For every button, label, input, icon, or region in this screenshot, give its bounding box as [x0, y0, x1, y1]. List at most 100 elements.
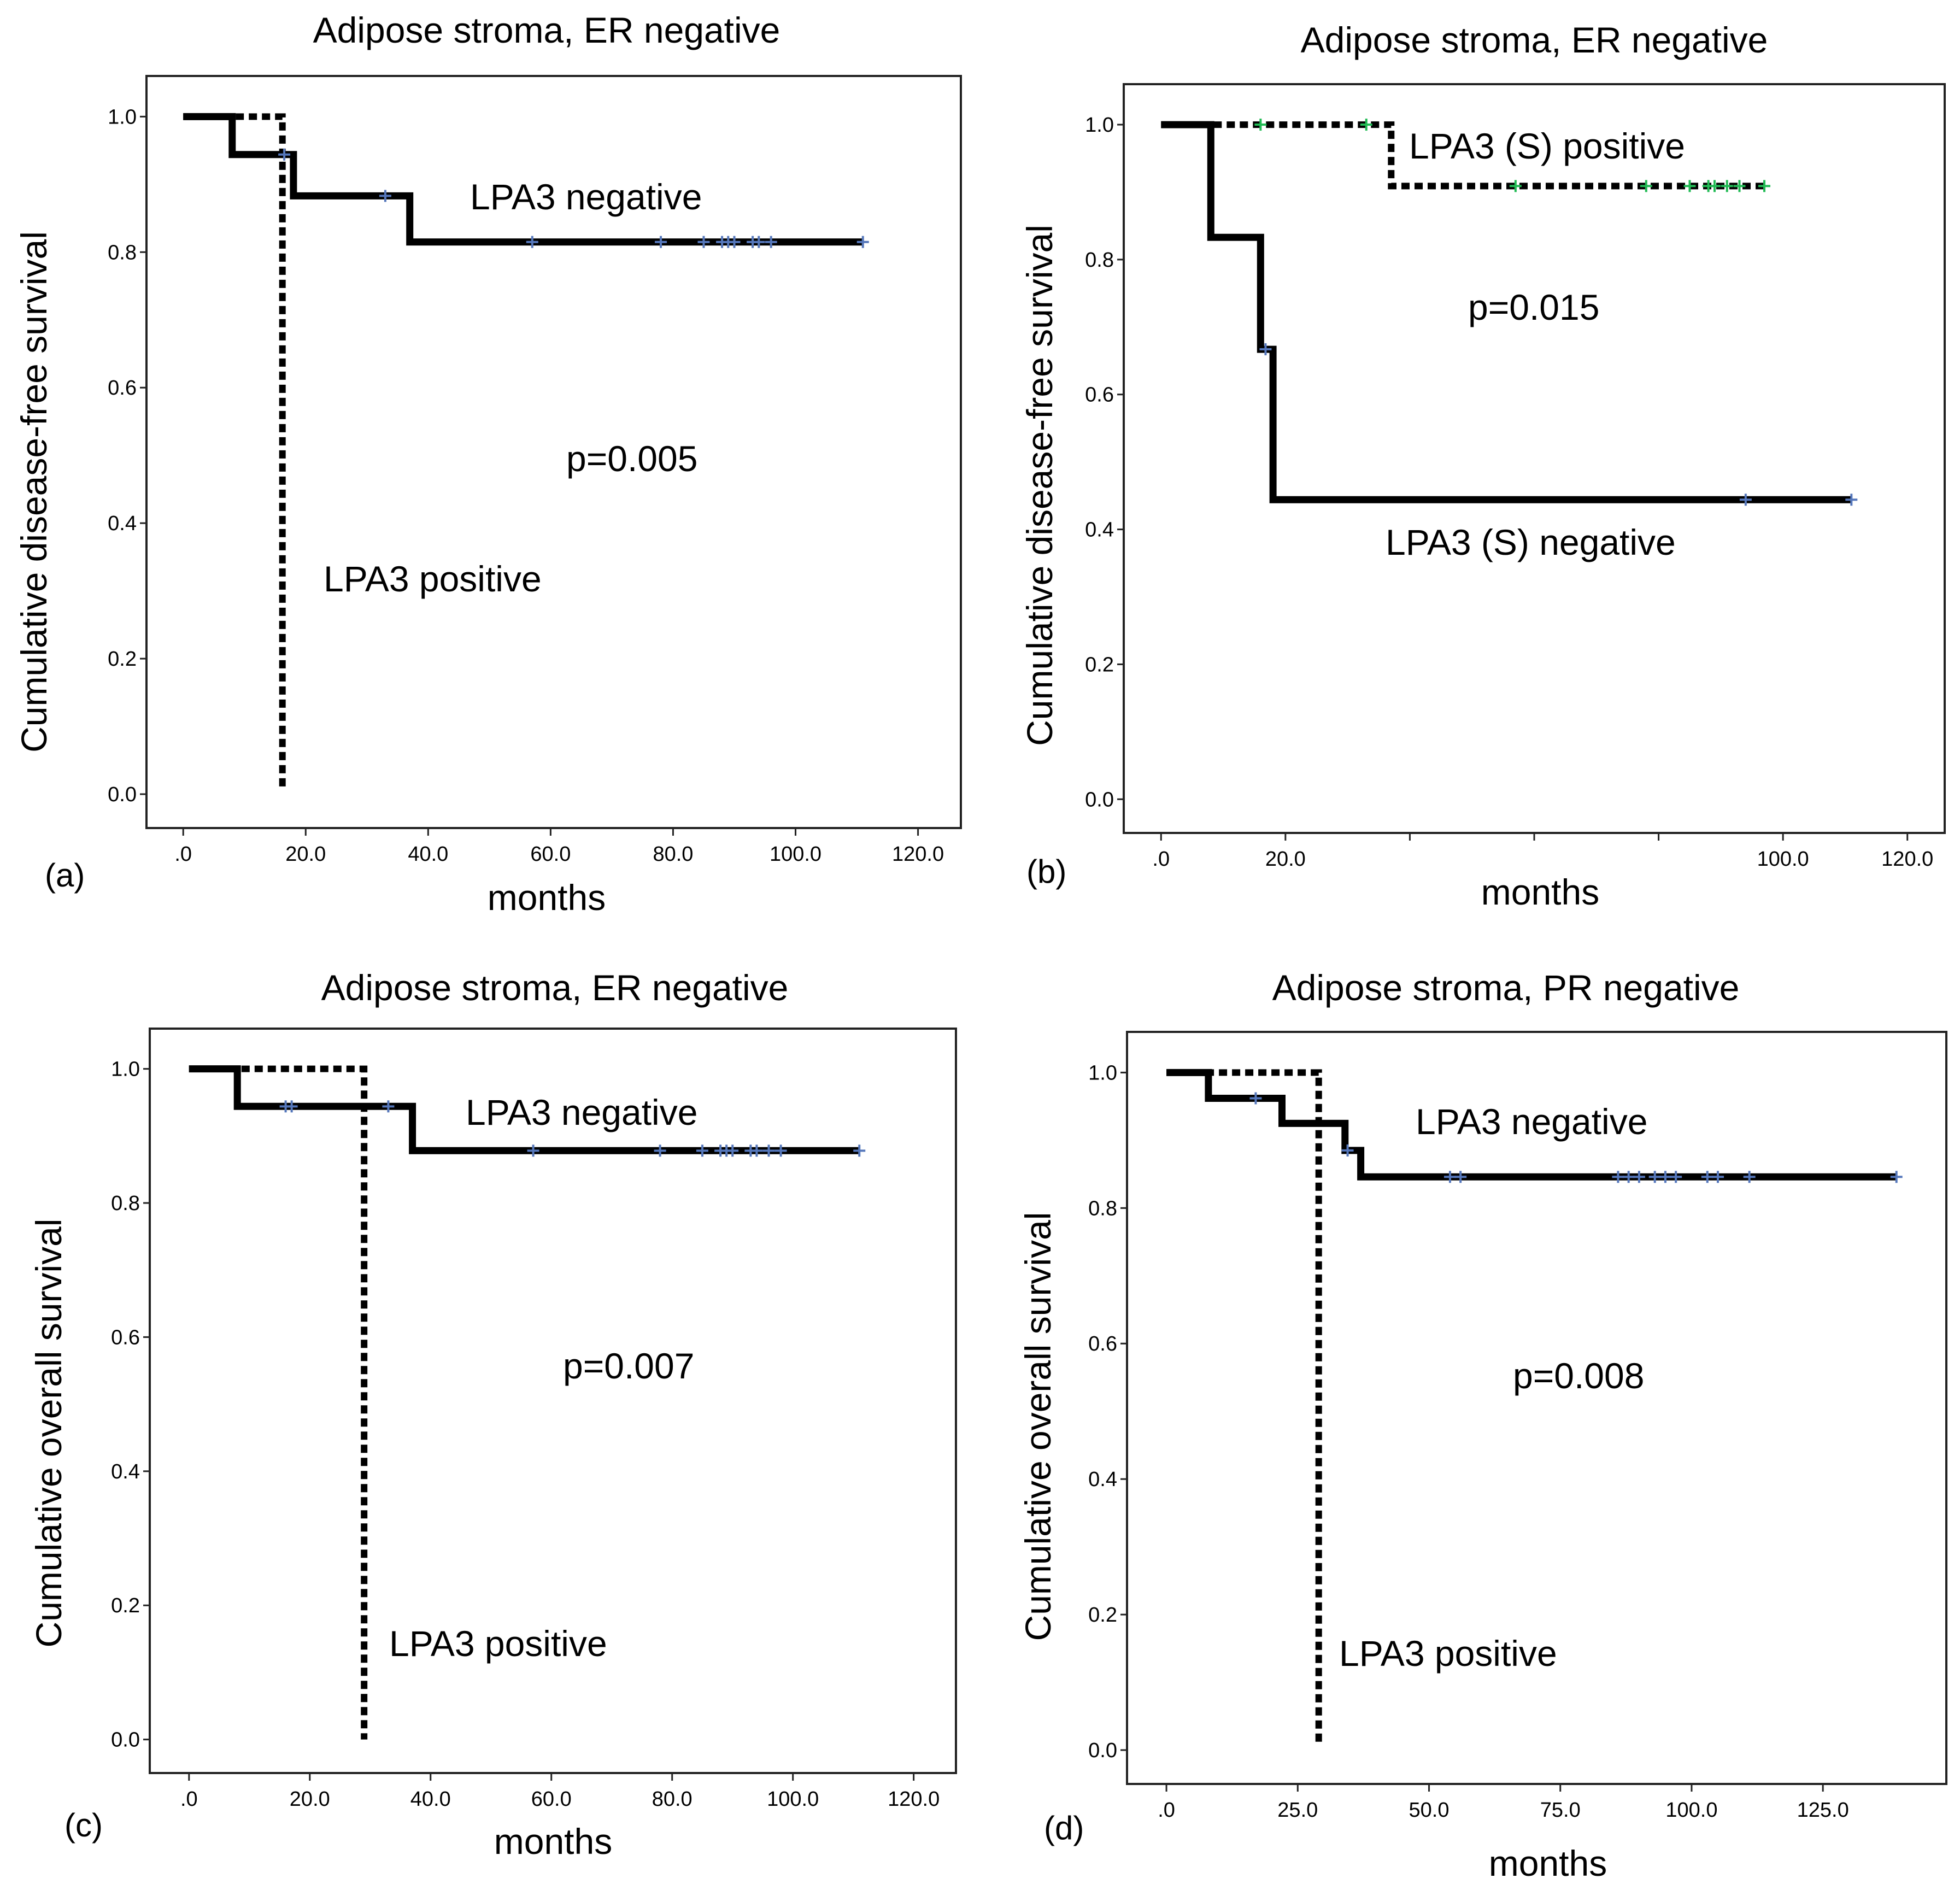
- series-label-lpa3-s-negative: LPA3 (S) negative: [1386, 522, 1676, 562]
- plot-frame: [149, 1028, 957, 1774]
- y-tick-label: 0.0: [1085, 788, 1114, 811]
- y-tick-label: 0.4: [1085, 519, 1114, 542]
- censor-layer: [279, 1100, 866, 1157]
- censor-mark: [697, 236, 710, 248]
- x-tick-label: 20.0: [1265, 848, 1306, 871]
- y-tick-label: 1.0: [111, 1058, 140, 1081]
- censor-layer: [1254, 119, 1858, 506]
- censor-mark: [655, 236, 667, 248]
- censor-mark: [750, 1144, 763, 1157]
- y-axis: 0.0 0.2 0.4 0.6 0.8 1.0: [108, 105, 146, 806]
- x-axis-label: months: [1481, 872, 1599, 912]
- censor-mark: [1454, 1171, 1467, 1183]
- panel-letter: (d): [1044, 1810, 1084, 1846]
- censor-mark: [1701, 1171, 1713, 1183]
- x-tick-label: 50.0: [1409, 1799, 1450, 1822]
- panel-b: Adipose stroma, ER negative 0.0 0.2 0.4 0.6…: [1019, 20, 1946, 912]
- series-layer: [1166, 1069, 1897, 1744]
- y-tick-label: 0.6: [1085, 384, 1114, 407]
- censor-mark: [1683, 180, 1696, 192]
- y-tick-label: 0.4: [1088, 1468, 1117, 1491]
- y-tick-label: 0.0: [111, 1729, 140, 1752]
- x-tick-label: 80.0: [652, 1788, 693, 1811]
- y-tick-label: 0.8: [1085, 249, 1114, 272]
- x-tick-label: .0: [174, 843, 192, 866]
- censor-mark: [379, 190, 391, 202]
- x-tick-label: 100.0: [770, 843, 821, 866]
- x-tick-label: 60.0: [530, 843, 571, 866]
- p-value-label: p=0.008: [1513, 1355, 1644, 1396]
- censor-mark: [1249, 1092, 1262, 1105]
- survival-curve-lpa3-negative: [183, 113, 863, 246]
- panel-letter: (b): [1026, 853, 1066, 890]
- censor-mark: [728, 236, 741, 248]
- x-tick-label: 120.0: [1881, 848, 1933, 871]
- y-axis-label: Cumulative disease-free survival: [14, 231, 54, 753]
- censor-mark: [1890, 1171, 1903, 1183]
- y-axis-label: Cumulative overall survival: [28, 1219, 69, 1648]
- y-tick-label: 0.8: [111, 1192, 140, 1215]
- censor-mark: [1341, 1144, 1354, 1157]
- censor-mark: [654, 1144, 666, 1157]
- p-value-label: p=0.005: [566, 438, 697, 479]
- x-tick-label: .0: [1152, 848, 1170, 871]
- x-axis: .0 20.0 40.0 60.0 80.0 100.0 120.0: [174, 828, 944, 866]
- chart-title: Adipose stroma, ER negative: [1301, 20, 1768, 60]
- series-layer: [183, 113, 863, 788]
- plot-frame: [1126, 1031, 1947, 1785]
- censor-mark: [1708, 180, 1721, 192]
- y-tick-label: 0.2: [111, 1594, 140, 1617]
- censor-mark: [774, 1144, 787, 1157]
- series-label-lpa3-positive: LPA3 positive: [324, 559, 542, 599]
- censor-mark: [1733, 180, 1746, 192]
- censor-mark: [1758, 180, 1771, 192]
- censor-mark: [1254, 119, 1267, 131]
- x-axis: .0 25.0 50.0 75.0 100.0 125.0: [1158, 1784, 1849, 1822]
- series-label-lpa3-negative: LPA3 negative: [466, 1092, 697, 1132]
- chart-title: Adipose stroma, ER negative: [321, 967, 789, 1008]
- x-tick-label: 25.0: [1277, 1799, 1318, 1822]
- x-tick-label: 40.0: [408, 843, 448, 866]
- chart-title: Adipose stroma, PR negative: [1272, 967, 1740, 1008]
- censor-mark: [1360, 119, 1372, 131]
- y-tick-label: 0.4: [108, 512, 137, 535]
- y-axis: 0.0 0.2 0.4 0.6 0.8 1.0: [1085, 114, 1124, 811]
- survival-curve-lpa3-s-negative: [1161, 121, 1852, 503]
- panel-a: Adipose stroma, ER negative 0.0 0.2 0.4 0.6…: [14, 10, 962, 918]
- censor-mark: [1721, 180, 1733, 192]
- x-tick-label: 120.0: [892, 843, 944, 866]
- p-value-label: p=0.015: [1468, 287, 1599, 327]
- x-tick-label: 60.0: [531, 1788, 572, 1811]
- survival-curve-lpa3-positive: [189, 1065, 368, 1740]
- censor-mark: [382, 1100, 395, 1113]
- y-axis-label: Cumulative overall survival: [1018, 1212, 1058, 1641]
- y-tick-label: 0.6: [1088, 1333, 1117, 1355]
- x-tick-label: 80.0: [653, 843, 693, 866]
- panel-letter: (a): [45, 857, 85, 894]
- censor-mark: [1509, 180, 1522, 192]
- censor-mark: [1712, 1171, 1724, 1183]
- y-tick-label: 0.2: [1088, 1604, 1117, 1627]
- x-tick-label: 120.0: [888, 1788, 940, 1811]
- censor-mark: [762, 1144, 775, 1157]
- x-axis-label: months: [494, 1821, 612, 1862]
- y-tick-label: 0.2: [108, 648, 137, 671]
- y-tick-label: 1.0: [1088, 1061, 1117, 1084]
- censor-mark: [285, 1100, 298, 1113]
- x-tick-label: 100.0: [1665, 1799, 1717, 1822]
- series-label-lpa3-negative: LPA3 negative: [470, 177, 702, 217]
- survival-curve-lpa3-negative: [1166, 1069, 1897, 1181]
- censor-mark: [1845, 494, 1858, 506]
- censor-mark: [856, 236, 869, 248]
- y-axis-label: Cumulative disease-free survival: [1019, 225, 1060, 746]
- censor-mark: [1633, 1171, 1645, 1183]
- y-tick-label: 0.4: [111, 1460, 140, 1483]
- y-tick-label: 1.0: [108, 105, 137, 128]
- censor-mark: [526, 236, 538, 248]
- censor-mark: [1743, 1171, 1756, 1183]
- y-tick-label: 0.8: [108, 241, 137, 264]
- plot-frame: [145, 75, 962, 829]
- censor-mark: [1648, 1171, 1661, 1183]
- series-layer: [1161, 121, 1852, 503]
